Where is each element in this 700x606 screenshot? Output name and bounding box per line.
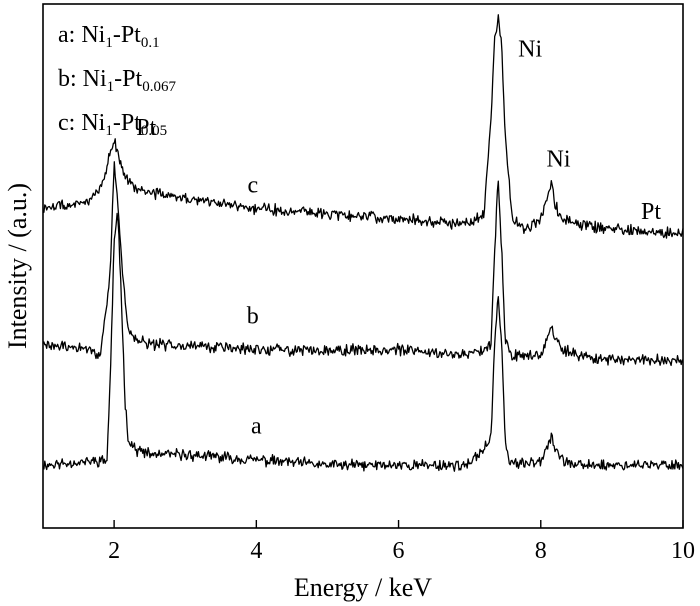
x-axis-ticks: 2 4 6 8 10	[108, 520, 695, 564]
legend-entry-c: c: Ni1-Pt0.05	[58, 110, 167, 139]
legend-c-mid: -Pt	[113, 110, 141, 136]
series-line-b	[42, 161, 684, 367]
series-group	[42, 14, 684, 472]
x-tick-label: 10	[671, 538, 695, 564]
legend-entry-b: b: Ni1-Pt0.067	[58, 66, 176, 95]
x-tick-label: 6	[393, 538, 405, 564]
x-tick-label: 8	[535, 538, 547, 564]
legend-c-prefix: c: Ni	[58, 110, 106, 136]
legend-a-prefix: a: Ni	[58, 22, 106, 48]
series-line-a	[42, 212, 684, 472]
series-line-c	[42, 14, 684, 239]
curve-label-b: b	[247, 304, 259, 330]
legend-a-sub1: 1	[105, 35, 113, 51]
peak-label-ni: Ni	[547, 146, 571, 172]
annotation-labels: a b c Pt Ni Ni Pt	[136, 36, 661, 439]
legend-entry-a: a: Ni1-Pt0.1	[58, 22, 160, 51]
legend-a-sub2: 0.1	[141, 35, 160, 51]
peak-label-pt: Pt	[641, 199, 661, 225]
x-tick-label: 4	[250, 538, 262, 564]
x-axis-label: Energy / keV	[294, 573, 432, 602]
peak-label-pt: Pt	[136, 115, 156, 141]
legend-a-mid: -Pt	[113, 22, 141, 48]
peak-label-ni: Ni	[518, 36, 542, 62]
legend-b-sub2: 0.067	[142, 79, 176, 95]
plot-frame	[42, 3, 684, 529]
x-tick-label: 2	[108, 538, 120, 564]
legend-b-sub1: 1	[107, 79, 115, 95]
legend-c-sub1: 1	[105, 123, 113, 139]
legend-b-prefix: b: Ni	[58, 66, 107, 92]
legend-c-sub2: 0.05	[141, 123, 167, 139]
legend-b-mid: -Pt	[114, 66, 142, 92]
curve-label-a: a	[251, 414, 262, 440]
y-axis-label: Intensity / (a.u.)	[3, 183, 32, 349]
curve-label-c: c	[247, 173, 258, 199]
